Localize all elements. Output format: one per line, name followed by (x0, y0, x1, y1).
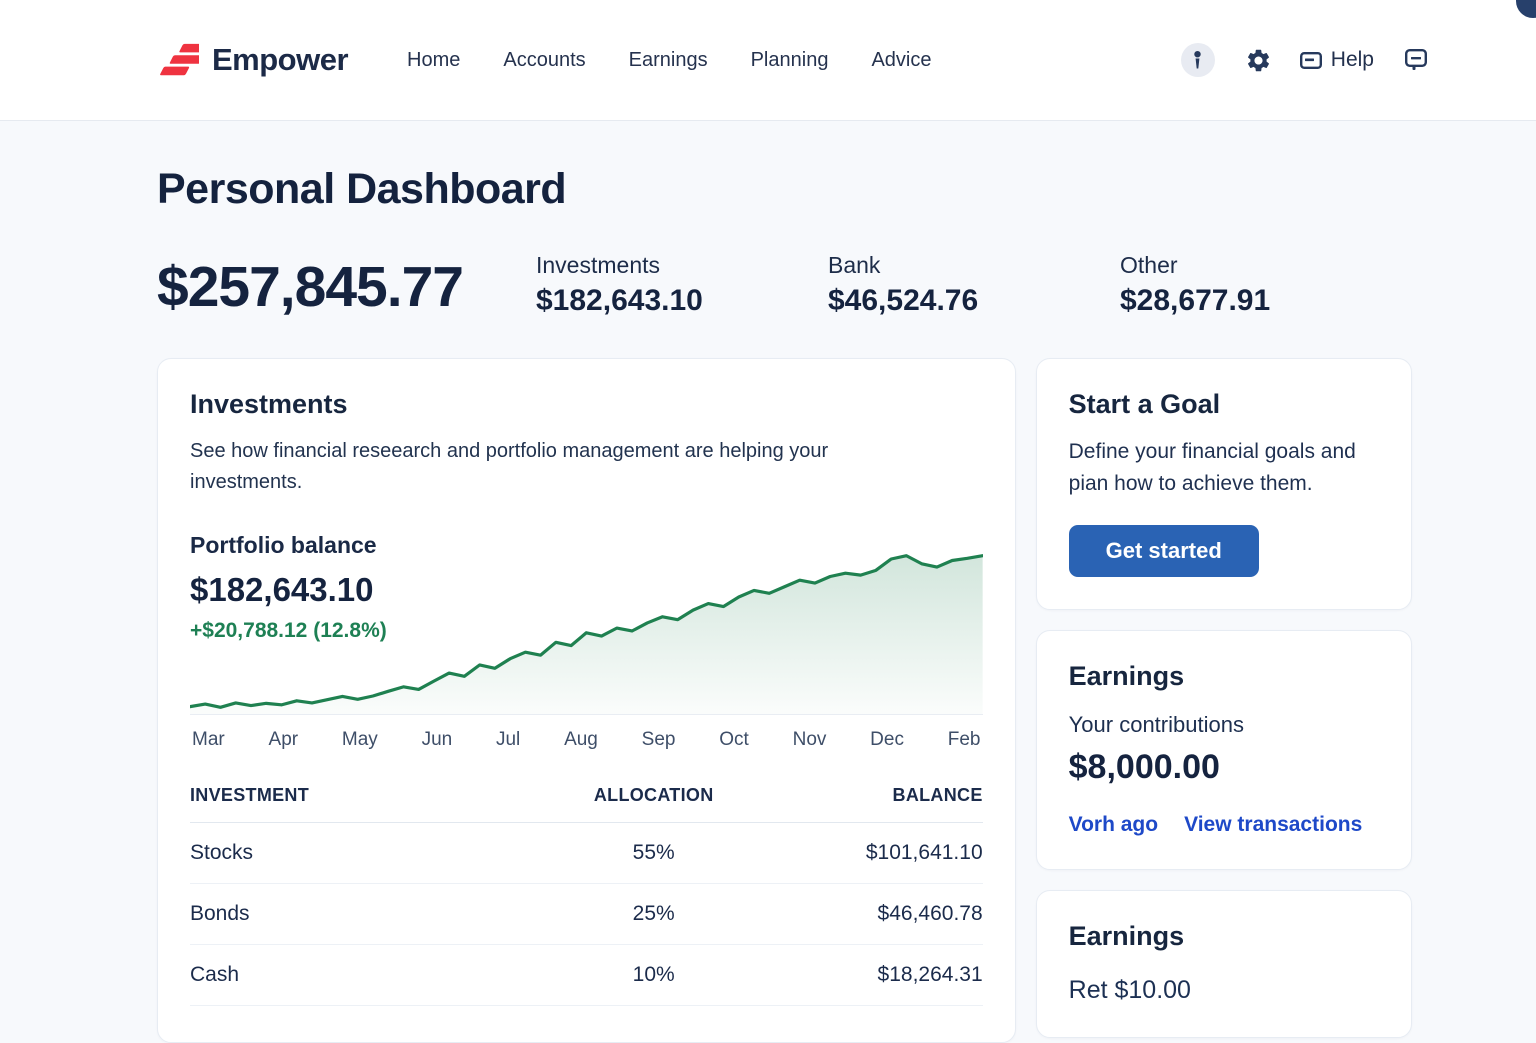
get-started-button[interactable]: Get started (1068, 525, 1259, 577)
top-navigation-bar: Empower Home Accounts Earnings Planning Advi… (0, 0, 1536, 121)
x-tick-label: Apr (268, 729, 299, 750)
chat-button[interactable] (1404, 48, 1428, 72)
earnings-links: Vorh ago View transactions (1069, 813, 1379, 837)
x-tick-label: Aug (564, 729, 598, 750)
x-tick-label: May (341, 729, 378, 750)
summary-value: $46,524.76 (828, 284, 979, 317)
area-chart (190, 554, 983, 714)
cell-balance: $101,641.10 (760, 822, 983, 884)
nav-item-accounts[interactable]: Accounts (503, 48, 586, 71)
settings-gear-icon (1247, 49, 1269, 71)
chart-x-axis-labels: Mar Apr May Jun Jul Aug Sep Oct Nov Dec Feb (190, 729, 983, 751)
nav-item-advice[interactable]: Advice (871, 48, 932, 71)
total-net-worth: $257,845.77 (157, 255, 464, 319)
settings-button[interactable] (1245, 47, 1272, 74)
earnings2-text: Ret $10.00 (1068, 976, 1191, 1004)
summary-label: Investments (536, 252, 660, 278)
help-button[interactable]: Help (1299, 48, 1374, 72)
earnings-card: Earnings Your contributions $8,000.00 Vo… (1035, 630, 1412, 870)
primary-nav: Home Accounts Earnings Planning Advice (407, 49, 931, 72)
nav-right-controls: Help (1180, 43, 1428, 77)
x-tick-label: Jun (421, 729, 453, 750)
page-title: Personal Dashboard (157, 165, 567, 213)
table-header-allocation: ALLOCATION (546, 785, 761, 823)
sidebar: Start a Goal Define your financial goals… (1035, 358, 1412, 1038)
cell-investment: Cash (190, 944, 547, 1006)
empower-logo-icon (160, 43, 199, 76)
x-tick-label: Jul (495, 729, 521, 750)
brand-name: Empower (212, 42, 349, 77)
nav-item-planning[interactable]: Planning (750, 48, 829, 71)
contributions-label: Your contributions (1068, 712, 1244, 737)
goal-card-title: Start a Goal (1068, 389, 1221, 419)
contributions-value: $8,000.00 (1068, 748, 1220, 786)
chat-bubble-icon (1405, 49, 1428, 70)
portfolio-gain: +$20,788.12 (12.8%) (190, 619, 387, 642)
earnings-period-link[interactable]: Vorh ago (1068, 813, 1159, 836)
summary-label: Other (1120, 252, 1178, 278)
main-content: Personal Dashboard $257,845.77 Investmen… (0, 165, 1536, 1043)
summary-breakdown: Investments $182,643.10 Bank $46,524.76 Othe… (536, 252, 1412, 316)
nav-item-home[interactable]: Home (407, 48, 461, 71)
investments-card: Investments See how financial reseearch … (157, 358, 1016, 1043)
view-transactions-link[interactable]: View transactions (1184, 813, 1363, 836)
x-tick-label: Oct (719, 729, 749, 750)
earnings2-card-title: Earnings (1068, 921, 1185, 951)
table-row: Stocks 55% $101,641.10 (190, 822, 983, 884)
x-tick-label: Nov (792, 729, 827, 750)
cell-allocation: 25% (546, 883, 761, 945)
table-row: Bonds 25% $46,460.78 (190, 883, 983, 945)
x-tick-label: Dec (870, 729, 904, 750)
cell-investment: Stocks (190, 822, 547, 884)
earnings-card-secondary: Earnings Ret $10.00 (1035, 890, 1412, 1038)
start-goal-card: Start a Goal Define your financial goals… (1035, 358, 1412, 610)
cell-balance: $18,264.31 (760, 944, 983, 1006)
summary-item-investments: Investments $182,643.10 (536, 252, 828, 316)
x-tick-label: Sep (641, 729, 676, 750)
table-header-balance: BALANCE (760, 785, 983, 823)
allocation-table: INVESTMENT ALLOCATION BALANCE Stocks 55% $10… (190, 785, 983, 1006)
summary-item-other: Other $28,677.91 (1120, 252, 1412, 316)
portfolio-balance-value: $182,643.10 (190, 571, 374, 608)
summary-value: $28,677.91 (1120, 284, 1271, 317)
investments-card-title: Investments (190, 389, 348, 419)
earnings-card-title: Earnings (1068, 661, 1185, 691)
corner-widget-fragment (1516, 0, 1536, 18)
cell-allocation: 10% (546, 944, 761, 1006)
profile-button[interactable] (1180, 43, 1215, 77)
net-worth-summary: $257,845.77 Investments $182,643.10 Bank $4… (157, 252, 1412, 316)
summary-value: $182,643.10 (536, 284, 703, 317)
portfolio-balance-label: Portfolio balance (190, 532, 377, 558)
summary-label: Bank (828, 252, 881, 278)
portfolio-balance-chart (190, 543, 983, 715)
investments-card-description: See how financial reseearch and portfoli… (190, 440, 829, 493)
cell-allocation: 55% (546, 822, 761, 884)
goal-card-description: Define your financial goals and pian how… (1068, 440, 1356, 495)
nav-item-earnings[interactable]: Earnings (628, 48, 708, 71)
profile-icon (1194, 51, 1201, 69)
cell-investment: Bonds (190, 883, 547, 945)
brand-logo[interactable]: Empower (157, 41, 349, 79)
card-icon (1299, 51, 1322, 69)
x-tick-label: Mar (192, 729, 225, 750)
help-label: Help (1330, 48, 1374, 71)
table-header-investment: INVESTMENT (190, 785, 547, 823)
cell-balance: $46,460.78 (760, 883, 983, 945)
table-row: Cash 10% $18,264.31 (190, 944, 983, 1006)
x-tick-label: Feb (947, 729, 981, 750)
summary-item-bank: Bank $46,524.76 (828, 252, 1120, 316)
